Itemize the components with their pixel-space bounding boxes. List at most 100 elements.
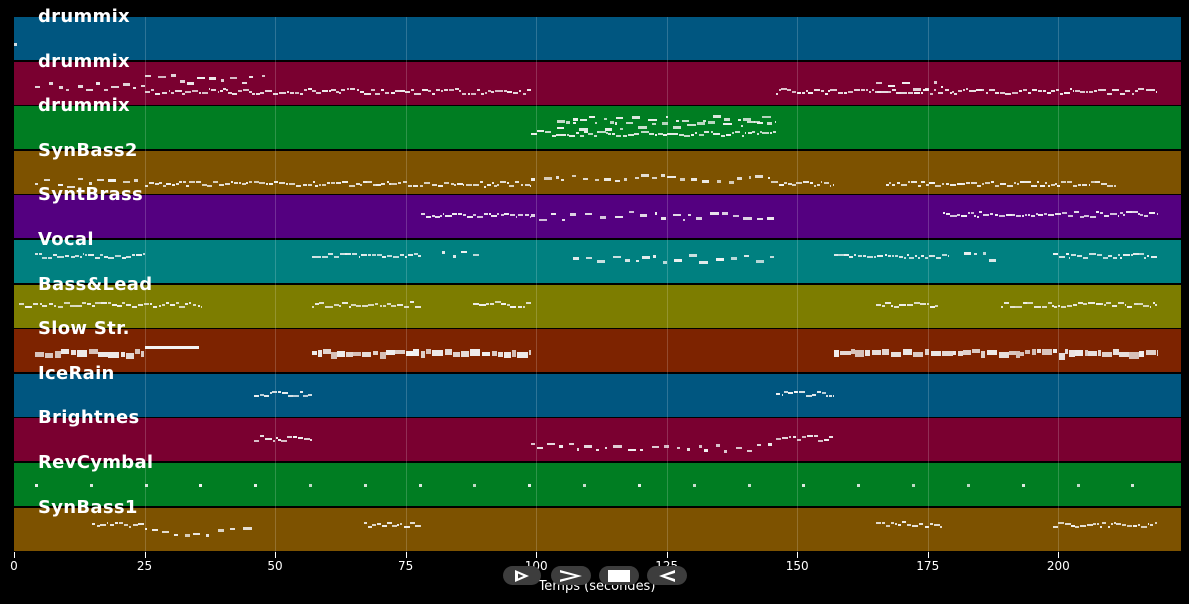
note	[335, 90, 339, 93]
note	[117, 305, 123, 308]
track-row[interactable]: Slow Str.	[14, 318, 1181, 373]
note	[192, 89, 198, 92]
note	[1051, 90, 1055, 93]
note	[205, 534, 210, 538]
note	[1046, 92, 1052, 95]
note	[468, 93, 470, 96]
note	[144, 483, 148, 487]
note	[597, 131, 599, 134]
track-name: SyntBrass	[38, 184, 143, 206]
note	[982, 88, 985, 91]
note	[741, 134, 744, 137]
note	[1022, 302, 1027, 305]
note	[231, 92, 238, 95]
tick-mark	[927, 552, 929, 558]
note	[896, 92, 901, 95]
note	[1071, 525, 1076, 528]
track-row[interactable]: Bass&Lead	[14, 274, 1181, 328]
note	[362, 180, 367, 183]
track-row[interactable]: SyntBrass	[14, 184, 1181, 239]
note	[431, 184, 438, 187]
fast-forward-button[interactable]	[551, 566, 591, 585]
note	[309, 483, 312, 487]
note	[1059, 255, 1065, 258]
stop-button[interactable]	[599, 566, 639, 585]
note	[185, 90, 192, 93]
note	[426, 349, 431, 355]
note	[303, 394, 309, 397]
track-row[interactable]: SynBass1	[14, 497, 1181, 551]
note	[973, 253, 978, 256]
track-name: SynBass1	[38, 496, 138, 518]
note	[170, 92, 175, 95]
note	[89, 181, 93, 185]
track-row[interactable]: drummix	[14, 6, 1181, 60]
note	[716, 443, 721, 447]
note	[865, 89, 869, 92]
note	[1143, 304, 1150, 307]
note	[1034, 306, 1041, 309]
note	[152, 529, 158, 532]
note	[757, 218, 764, 221]
track-name: drummix	[38, 6, 130, 27]
note	[774, 120, 777, 123]
note	[962, 183, 965, 186]
note	[877, 91, 882, 94]
note	[463, 213, 466, 216]
note	[929, 306, 935, 309]
note	[308, 393, 312, 396]
note	[91, 305, 96, 308]
note	[660, 216, 667, 220]
note	[404, 90, 410, 93]
track-row[interactable]: IceRain	[14, 363, 1181, 417]
note	[941, 183, 945, 186]
note	[1126, 210, 1132, 213]
note	[566, 120, 570, 124]
note	[431, 93, 436, 96]
note	[41, 256, 47, 259]
note	[382, 304, 387, 307]
note	[902, 82, 911, 85]
note	[166, 182, 171, 185]
note	[557, 127, 565, 130]
note	[237, 90, 243, 93]
track-row[interactable]: Brightnes	[14, 407, 1181, 462]
note	[371, 524, 377, 527]
note	[826, 395, 829, 398]
note	[1117, 214, 1120, 217]
note	[640, 449, 643, 452]
note	[640, 213, 648, 217]
track-name: SynBass2	[38, 139, 138, 161]
note	[651, 122, 657, 125]
rewind-button[interactable]	[647, 566, 687, 585]
note	[752, 131, 756, 134]
note	[537, 446, 544, 449]
note	[273, 92, 279, 95]
note	[1065, 252, 1069, 255]
note	[175, 183, 179, 186]
note	[450, 182, 455, 185]
track-row[interactable]: Vocal	[14, 229, 1181, 283]
play-button[interactable]	[503, 566, 541, 585]
note	[1064, 349, 1069, 355]
note	[780, 88, 788, 91]
note	[48, 303, 54, 306]
note	[904, 256, 907, 259]
note	[212, 181, 218, 184]
note	[796, 91, 801, 94]
note	[608, 132, 611, 135]
note	[634, 132, 640, 135]
track-row[interactable]: SynBass2	[14, 140, 1181, 194]
tick-mark	[797, 552, 799, 558]
note	[1138, 351, 1144, 358]
track-row[interactable]: drummix	[14, 95, 1181, 150]
note	[360, 183, 363, 186]
note	[1120, 212, 1123, 215]
note	[353, 352, 362, 357]
note	[64, 301, 71, 304]
note	[107, 179, 116, 183]
track-row[interactable]: drummix	[14, 51, 1181, 105]
note	[493, 185, 498, 188]
track-row[interactable]: RevCymbal	[14, 452, 1181, 506]
note	[1120, 92, 1126, 95]
